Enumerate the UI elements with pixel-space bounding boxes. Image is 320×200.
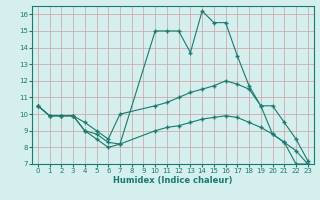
X-axis label: Humidex (Indice chaleur): Humidex (Indice chaleur) <box>113 176 233 185</box>
